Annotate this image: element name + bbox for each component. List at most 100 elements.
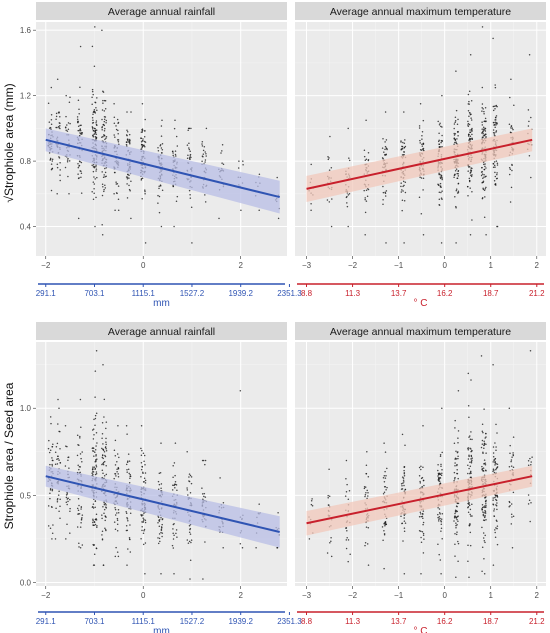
data-point bbox=[144, 189, 146, 191]
data-point bbox=[104, 519, 106, 522]
data-point bbox=[101, 469, 104, 472]
data-point bbox=[92, 503, 95, 505]
secondary-tick-label: 703.1 bbox=[84, 289, 105, 298]
data-point bbox=[92, 521, 94, 524]
data-point bbox=[403, 466, 405, 468]
data-point bbox=[190, 482, 193, 485]
data-point bbox=[96, 97, 98, 99]
data-point bbox=[115, 125, 117, 127]
data-point bbox=[438, 518, 440, 521]
data-point bbox=[455, 522, 457, 524]
data-point bbox=[437, 469, 439, 472]
secondary-tick-label: 2351.3 bbox=[277, 617, 302, 626]
strip-background bbox=[36, 322, 287, 340]
data-point bbox=[202, 578, 204, 580]
data-point bbox=[364, 211, 367, 214]
data-point bbox=[456, 505, 458, 508]
data-point bbox=[115, 128, 118, 131]
data-point bbox=[102, 123, 104, 126]
data-point bbox=[485, 501, 487, 503]
data-point bbox=[56, 78, 59, 81]
data-point bbox=[470, 174, 472, 176]
data-point bbox=[91, 103, 93, 106]
data-point bbox=[126, 129, 128, 131]
data-point bbox=[419, 142, 421, 144]
data-point bbox=[438, 172, 440, 174]
data-point bbox=[364, 198, 366, 201]
data-point bbox=[59, 116, 61, 118]
data-point bbox=[113, 193, 115, 195]
data-point bbox=[438, 184, 440, 186]
data-point bbox=[51, 168, 53, 170]
data-point bbox=[481, 166, 483, 169]
data-point bbox=[328, 504, 330, 506]
data-point bbox=[383, 491, 386, 493]
data-point bbox=[510, 125, 513, 127]
data-point bbox=[188, 148, 191, 151]
data-point bbox=[420, 541, 423, 543]
data-point bbox=[481, 465, 483, 468]
data-point bbox=[128, 538, 131, 540]
data-point bbox=[345, 527, 347, 529]
data-point bbox=[482, 511, 484, 513]
data-point bbox=[511, 169, 513, 172]
data-point bbox=[404, 522, 407, 524]
panel-4: Average annual maximum temperature−3 −2 −1… bbox=[295, 322, 546, 633]
data-point bbox=[92, 507, 95, 509]
data-point bbox=[456, 518, 458, 521]
data-point bbox=[381, 147, 384, 149]
data-point bbox=[101, 171, 103, 173]
regression-line bbox=[45, 475, 280, 533]
data-point bbox=[103, 508, 106, 511]
data-point bbox=[482, 135, 485, 137]
data-point bbox=[347, 560, 349, 563]
data-point bbox=[157, 516, 160, 519]
data-point bbox=[421, 138, 423, 140]
data-point bbox=[116, 529, 119, 532]
data-point bbox=[95, 454, 97, 456]
data-point bbox=[67, 157, 69, 160]
data-point bbox=[402, 482, 404, 484]
data-point bbox=[202, 498, 204, 500]
data-point bbox=[528, 499, 531, 501]
data-point bbox=[172, 476, 174, 478]
data-point bbox=[159, 144, 162, 146]
data-point bbox=[454, 195, 456, 198]
data-point bbox=[187, 154, 189, 156]
data-point bbox=[126, 564, 128, 566]
data-point bbox=[456, 177, 458, 179]
data-point bbox=[422, 513, 424, 515]
data-point bbox=[126, 111, 128, 113]
data-point bbox=[67, 500, 69, 503]
data-point bbox=[66, 130, 69, 132]
data-point bbox=[483, 459, 486, 461]
data-point bbox=[485, 186, 487, 189]
data-point bbox=[471, 138, 473, 140]
data-point bbox=[495, 449, 497, 452]
data-point bbox=[205, 127, 208, 130]
data-point bbox=[81, 451, 83, 453]
data-point bbox=[176, 536, 178, 538]
data-point bbox=[365, 526, 368, 528]
data-point bbox=[190, 476, 193, 478]
data-point bbox=[104, 455, 107, 458]
data-point bbox=[158, 195, 161, 198]
data-point bbox=[92, 93, 94, 96]
data-point bbox=[128, 460, 131, 462]
data-point bbox=[49, 159, 51, 161]
data-point bbox=[438, 204, 440, 206]
data-point bbox=[511, 456, 513, 458]
data-point bbox=[190, 127, 192, 130]
data-point bbox=[47, 447, 50, 450]
secondary-tick-label: 1115.1 bbox=[132, 289, 156, 298]
data-point bbox=[67, 459, 69, 461]
data-point bbox=[56, 193, 58, 195]
data-point bbox=[80, 192, 83, 194]
data-point bbox=[471, 127, 473, 130]
data-point bbox=[172, 523, 175, 526]
data-point bbox=[509, 96, 511, 99]
data-point bbox=[481, 439, 484, 442]
data-point bbox=[142, 532, 145, 534]
data-point bbox=[456, 451, 459, 454]
data-point bbox=[403, 184, 405, 187]
